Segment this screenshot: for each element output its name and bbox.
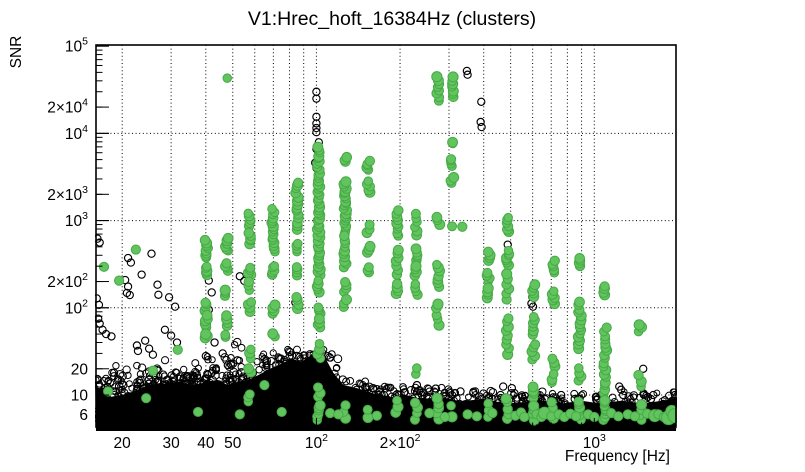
x-tick-label: 20 [114, 435, 132, 452]
y-axis-title: SNR [8, 36, 25, 69]
x-tick-label: 2×102 [380, 432, 421, 452]
y-tick-label: 103 [65, 210, 88, 230]
axis-ticks [96, 45, 595, 427]
y-tick-label: 2×103 [47, 184, 88, 204]
gridlines [96, 45, 676, 427]
x-tick-label: 102 [305, 432, 328, 452]
y-tick-label: 20 [71, 361, 89, 378]
trigger-points [95, 66, 677, 410]
y-tick-label: 10 [71, 388, 89, 405]
chart-title: V1:Hrec_hoft_16384Hz (clusters) [248, 8, 536, 30]
y-tick-label: 6 [79, 407, 88, 424]
x-tick-label: 30 [162, 435, 180, 452]
x-tick-label: 40 [197, 435, 215, 452]
y-tick-label: 104 [65, 123, 88, 143]
x-axis-title: Frequency [Hz] [565, 448, 670, 465]
cluster-points [98, 71, 677, 426]
y-tick-label: 105 [65, 36, 88, 56]
plot-frame [95, 44, 677, 428]
axis-labels: 20 30 40 50 102 2×102 103610201022×1021032×103… [47, 36, 606, 452]
y-tick-label: 102 [65, 297, 88, 317]
data-points [95, 66, 677, 431]
x-tick-label: 50 [224, 435, 242, 452]
y-tick-label: 2×104 [47, 97, 88, 117]
y-tick-label: 2×102 [47, 271, 88, 291]
